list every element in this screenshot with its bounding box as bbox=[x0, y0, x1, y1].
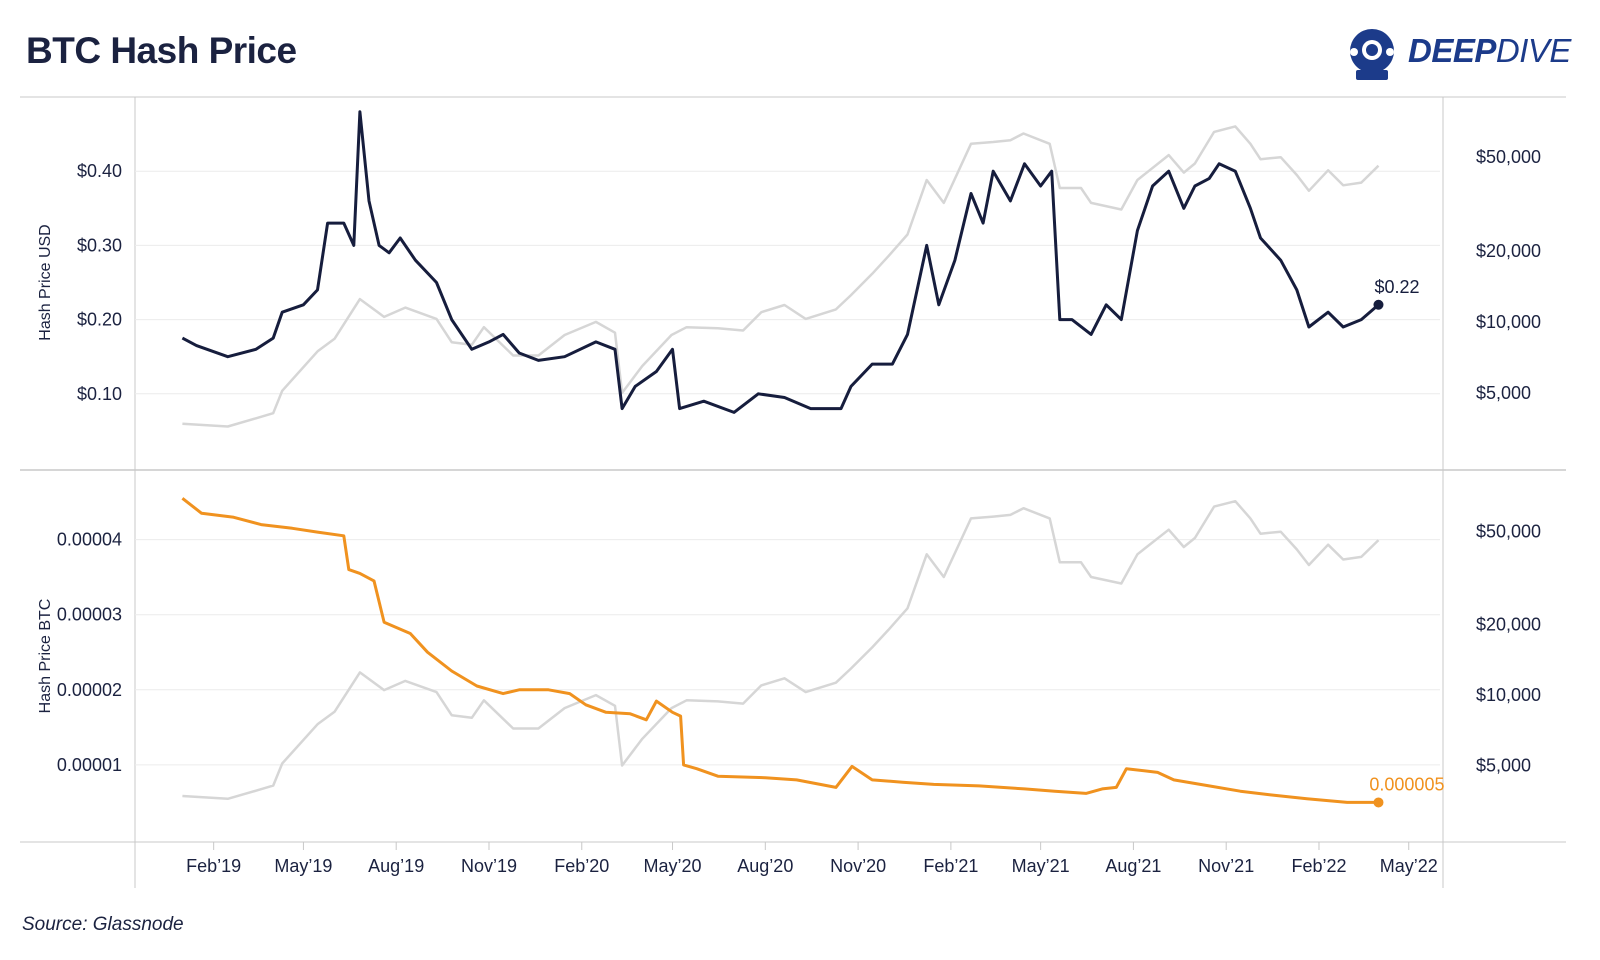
x-tick-label: Nov’20 bbox=[830, 856, 886, 876]
x-tick-label: May’19 bbox=[274, 856, 332, 876]
top-y2-tick-label: $20,000 bbox=[1476, 241, 1541, 261]
x-tick-label: Feb’19 bbox=[186, 856, 241, 876]
x-tick-label: May’20 bbox=[644, 856, 702, 876]
bottom-y-tick-label: 0.00004 bbox=[57, 530, 122, 550]
top-y-tick-label: $0.40 bbox=[77, 161, 122, 181]
top-y-tick-label: $0.10 bbox=[77, 384, 122, 404]
top-y2-tick-label: $10,000 bbox=[1476, 312, 1541, 332]
x-tick-label: Feb’20 bbox=[554, 856, 609, 876]
top-y2-tick-label: $50,000 bbox=[1476, 147, 1541, 167]
hash-price-btc-series bbox=[181, 497, 1379, 804]
top-end-label: $0.22 bbox=[1374, 277, 1419, 297]
top-y2-tick-label: $5,000 bbox=[1476, 383, 1531, 403]
bottom-y-tick-label: 0.00003 bbox=[57, 605, 122, 625]
bottom-end-point bbox=[1373, 797, 1384, 808]
bottom-y-axis-title: Hash Price BTC bbox=[37, 599, 54, 714]
bottom-y2-tick-label: $5,000 bbox=[1476, 755, 1531, 775]
top-y-axis-title: Hash Price USD bbox=[37, 224, 54, 340]
top-y-tick-label: $0.30 bbox=[77, 235, 122, 255]
x-tick-label: May’21 bbox=[1012, 856, 1070, 876]
logo-text: DEEPDIVE bbox=[1408, 32, 1571, 69]
x-tick-label: Feb’21 bbox=[923, 856, 978, 876]
bottom-y2-tick-label: $10,000 bbox=[1476, 685, 1541, 705]
source-note: Source: Glassnode bbox=[22, 914, 184, 935]
bottom-y2-tick-label: $20,000 bbox=[1476, 615, 1541, 635]
x-tick-label: Feb’22 bbox=[1291, 856, 1346, 876]
top-end-point bbox=[1373, 299, 1384, 310]
hash-price-usd-series bbox=[181, 110, 1380, 414]
top-y-tick-label: $0.20 bbox=[77, 310, 122, 330]
x-tick-label: Nov’21 bbox=[1198, 856, 1254, 876]
diving-helmet-icon bbox=[1350, 29, 1394, 80]
x-tick-label: May’22 bbox=[1380, 856, 1438, 876]
x-tick-label: Aug’19 bbox=[368, 856, 424, 876]
deepdive-logo: DEEPDIVE bbox=[1346, 24, 1586, 84]
bottom-end-label: 0.000005 bbox=[1369, 774, 1444, 794]
bottom-y2-tick-label: $50,000 bbox=[1476, 522, 1541, 542]
chart-title: BTC Hash Price bbox=[26, 30, 297, 71]
bottom-y-tick-label: 0.00001 bbox=[57, 755, 122, 775]
x-tick-label: Aug’21 bbox=[1105, 856, 1161, 876]
x-tick-label: Aug’20 bbox=[737, 856, 793, 876]
bottom-y-tick-label: 0.00002 bbox=[57, 680, 122, 700]
bottom-btc-price-series bbox=[182, 499, 1380, 801]
top-btc-price-series bbox=[182, 125, 1380, 428]
x-tick-label: Nov’19 bbox=[461, 856, 517, 876]
